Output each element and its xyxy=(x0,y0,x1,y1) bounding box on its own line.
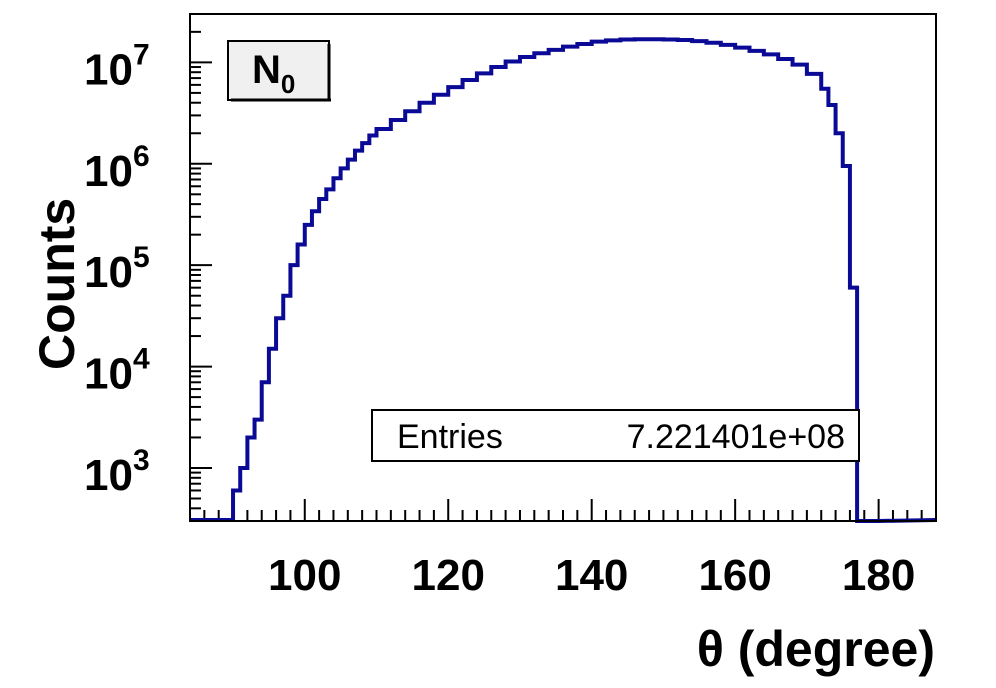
histogram-line xyxy=(190,37,937,523)
x-tick-label: 180 xyxy=(842,551,915,600)
y-axis-title: Counts xyxy=(29,198,85,370)
y-tick-label: 105 xyxy=(84,241,150,297)
x-tick-label: 160 xyxy=(698,551,771,600)
x-axis-title: θ (degree) xyxy=(697,621,935,677)
stats-box: Entries 7.221401e+08 xyxy=(371,409,860,462)
y-tick-label: 106 xyxy=(84,140,150,196)
x-tick-labels: 100 120 140 160 180 xyxy=(268,551,915,600)
y-tick-label: 104 xyxy=(84,343,150,399)
x-tick-label: 140 xyxy=(555,551,628,600)
y-tick-label: 103 xyxy=(84,444,150,500)
y-tick-label: 107 xyxy=(84,38,150,94)
major-ticks xyxy=(190,61,880,521)
minor-ticks xyxy=(190,13,923,522)
chart-title: N xyxy=(252,48,281,92)
y-tick-labels: 103 104 105 106 107 xyxy=(84,38,150,500)
x-tick-label: 100 xyxy=(268,551,341,600)
plot-frame xyxy=(189,13,937,522)
x-tick-label: 120 xyxy=(412,551,485,600)
stats-value: 7.221401e+08 xyxy=(627,418,845,456)
title-box: N0 xyxy=(227,40,331,102)
stats-label: Entries xyxy=(397,418,503,456)
chart-title-subscript: 0 xyxy=(281,69,295,99)
svg-text:N0: N0 xyxy=(252,48,295,99)
